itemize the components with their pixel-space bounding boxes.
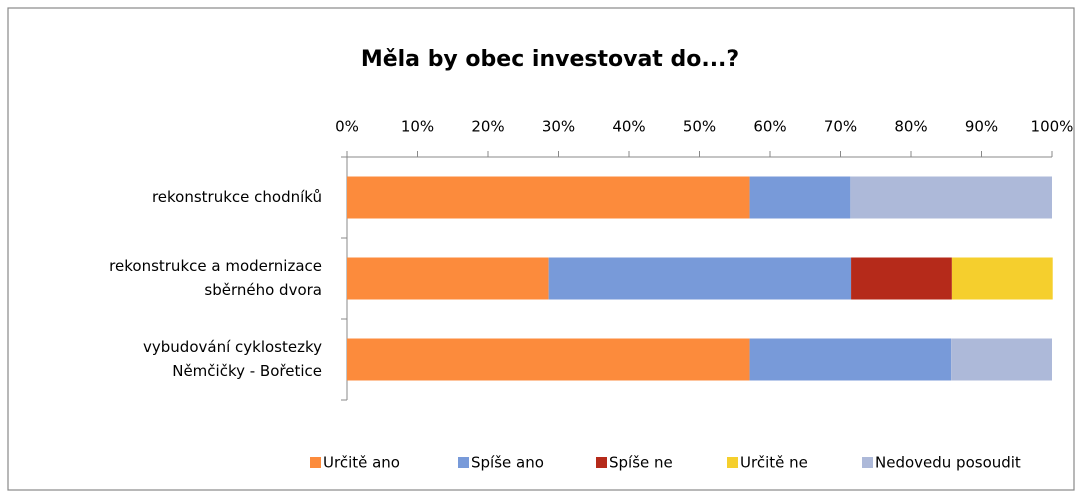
x-tick-label: 80%	[894, 118, 927, 136]
x-tick-label: 70%	[824, 118, 857, 136]
chart-border	[7, 7, 1075, 491]
legend-label: Nedovedu posoudit	[875, 454, 1021, 472]
legend-swatch	[596, 457, 607, 468]
x-tick-label: 100%	[1031, 118, 1074, 136]
bar-segment	[548, 257, 852, 300]
legend-swatch	[310, 457, 321, 468]
bar-segment	[951, 338, 1052, 381]
x-tick-label: 10%	[401, 118, 434, 136]
bar-segment	[347, 338, 750, 381]
x-tick-label: 50%	[683, 118, 716, 136]
bar-segment	[951, 257, 1053, 300]
bar-segment	[749, 338, 952, 381]
y-tick-label: rekonstrukce a modernizace	[109, 257, 322, 275]
chart-title: Měla by obec investovat do...?	[361, 47, 739, 72]
legend-swatch	[862, 457, 873, 468]
legend-swatch	[727, 457, 738, 468]
legend-label: Spíše ano	[471, 454, 544, 472]
x-tick-label: 30%	[542, 118, 575, 136]
y-tick-label: vybudování cyklostezky	[143, 338, 322, 356]
x-tick-label: 20%	[471, 118, 504, 136]
bar-segment	[347, 176, 750, 219]
x-tick-label: 60%	[753, 118, 786, 136]
legend-label: Spíše ne	[609, 454, 673, 472]
bar-segment	[347, 257, 549, 300]
y-tick-label: rekonstrukce chodníků	[152, 188, 322, 206]
y-tick-label: sběrného dvora	[204, 281, 322, 299]
bar-segment	[851, 257, 952, 300]
legend-label: Určitě ne	[740, 454, 808, 472]
x-tick-label: 40%	[612, 118, 645, 136]
x-tick-label: 0%	[335, 118, 359, 136]
x-tick-label: 90%	[965, 118, 998, 136]
bar-segment	[850, 176, 1052, 219]
legend-swatch	[458, 457, 469, 468]
bar-segment	[749, 176, 851, 219]
y-tick-label: Němčičky - Bořetice	[172, 362, 322, 380]
legend-label: Určitě ano	[323, 454, 400, 472]
